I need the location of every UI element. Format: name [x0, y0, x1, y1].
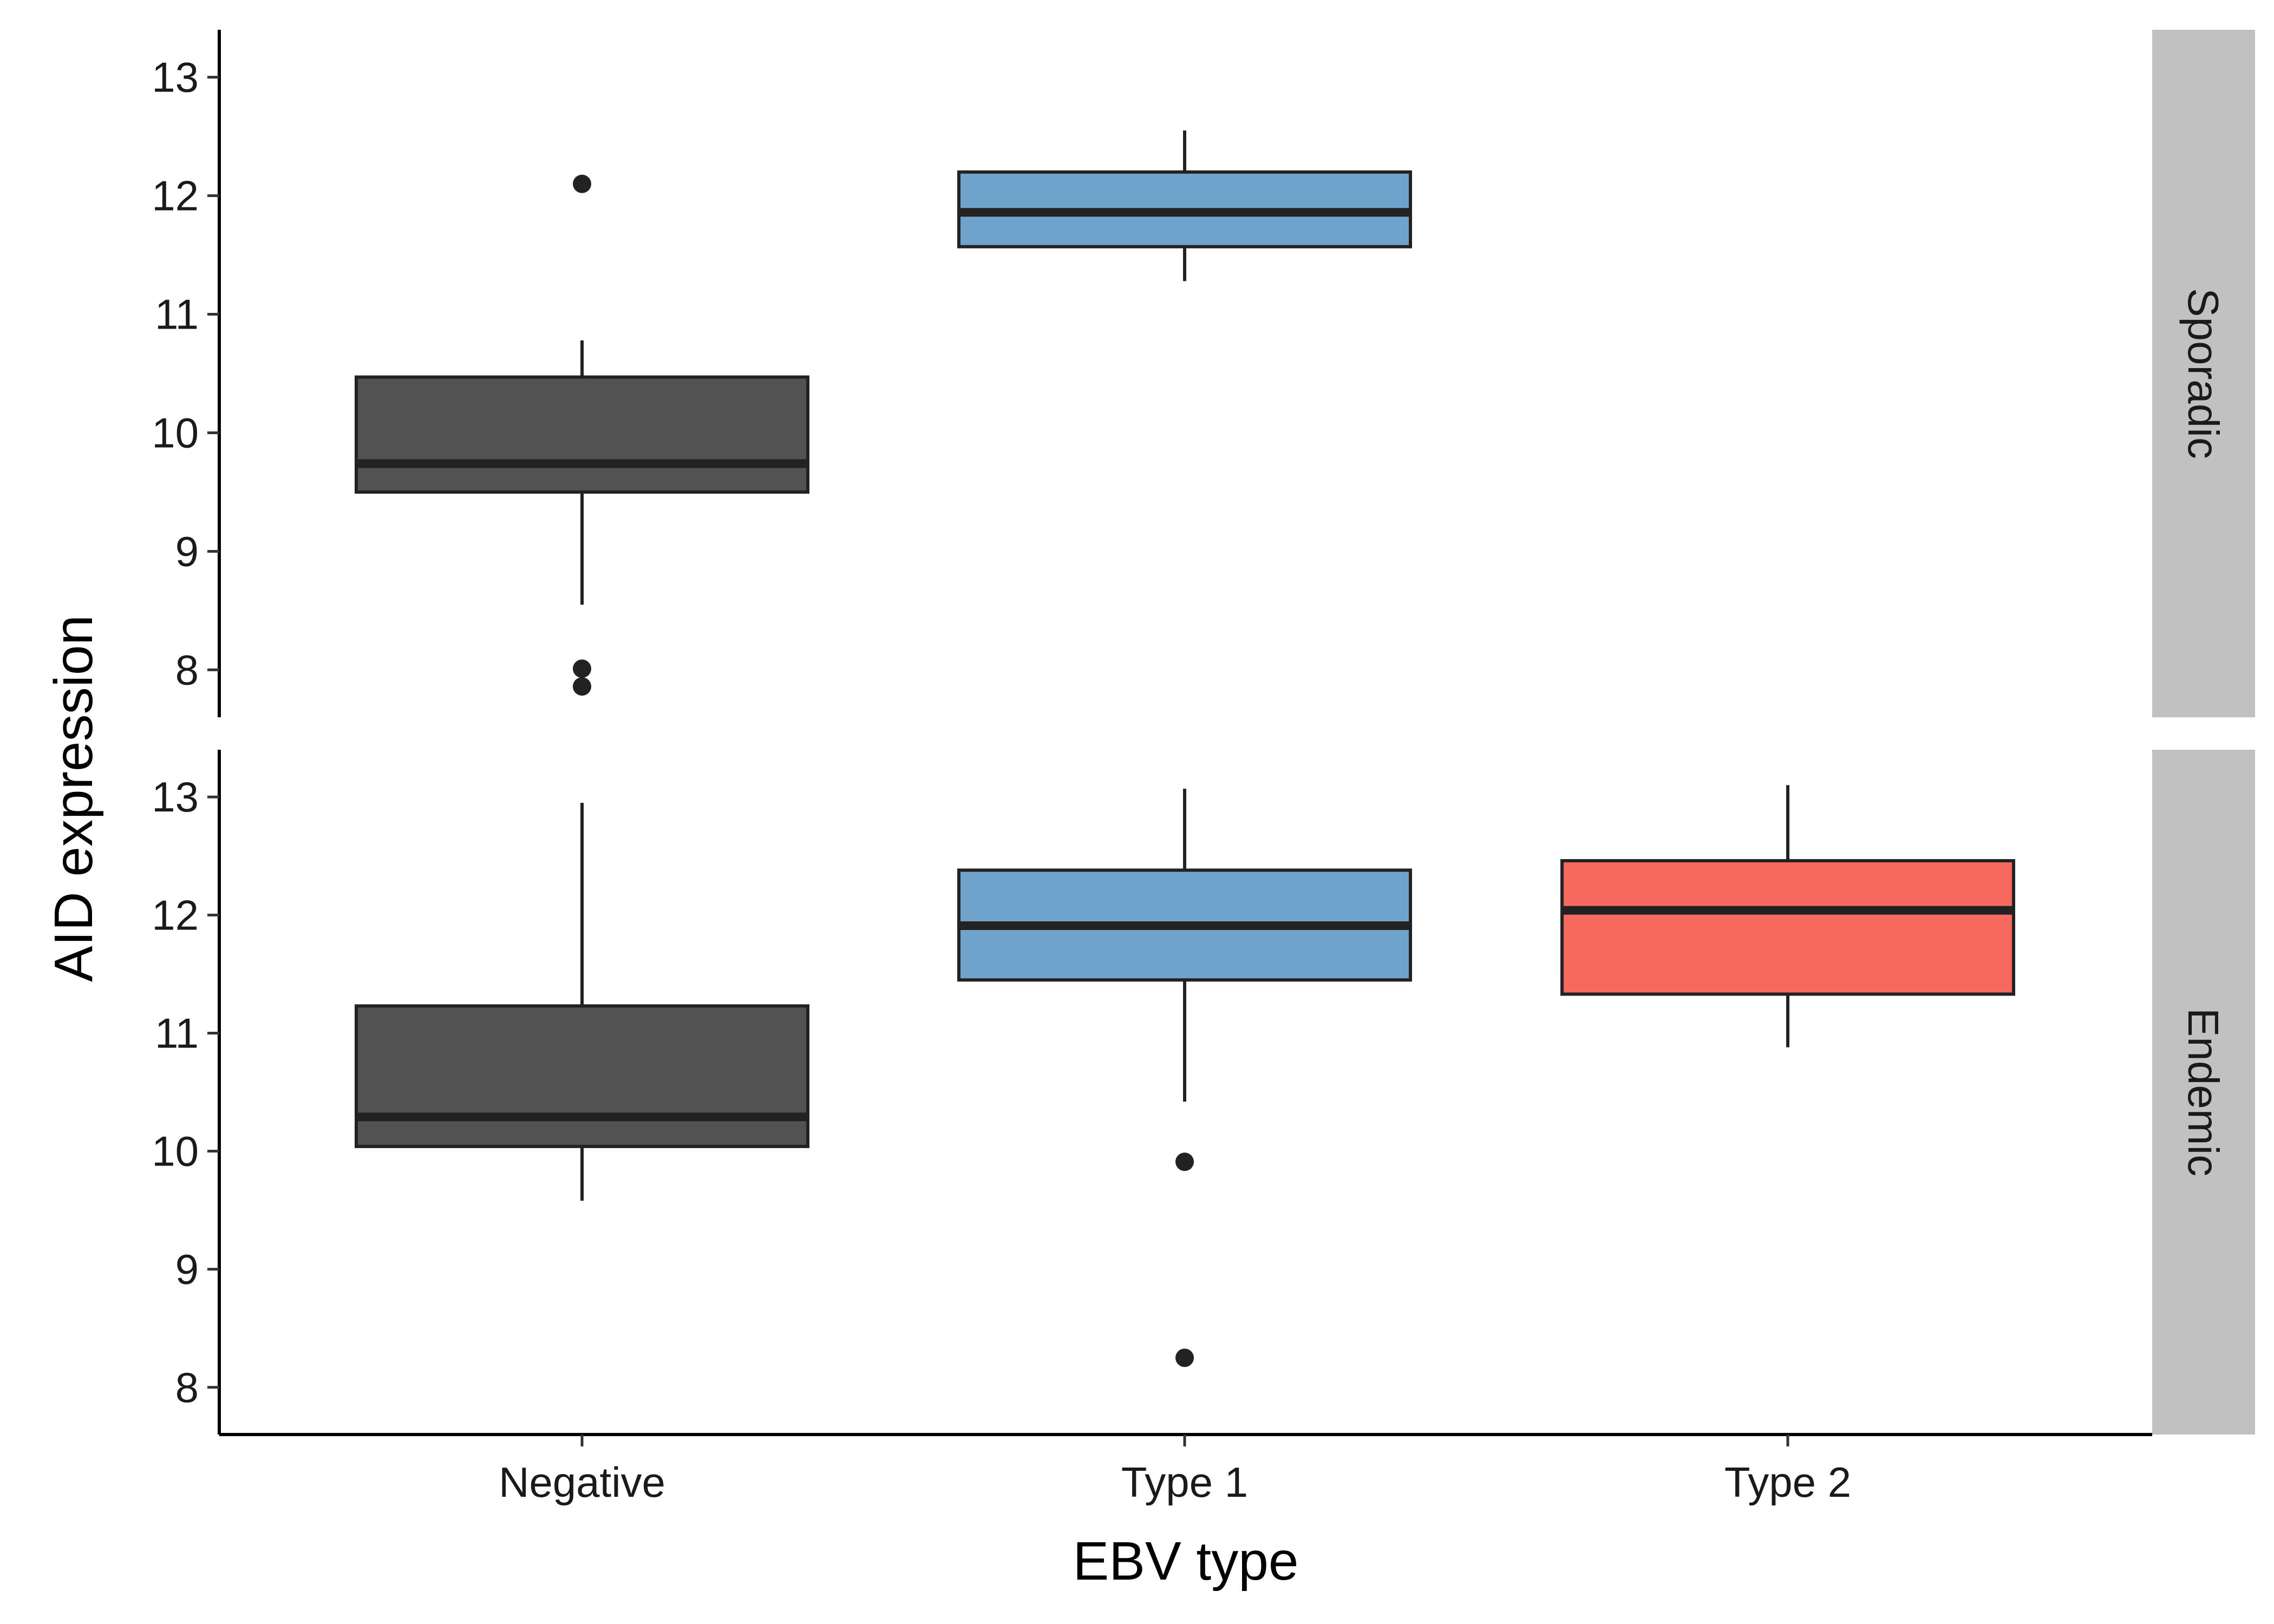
- x-axis: Negative Type 1 Type 2: [219, 1433, 2152, 1506]
- y-tick-label: 8: [175, 1364, 199, 1411]
- facet-panel-sporadic: 8 9 10 11 12 13 Sporadic: [152, 30, 2255, 717]
- facet-panels: 8 9 10 11 12 13 Sporadic 8 9 10 11 12 13 Endemic: [152, 30, 2255, 1435]
- y-tick-label: 11: [155, 291, 199, 338]
- facet-strip: [2152, 750, 2255, 1435]
- y-tick-label: 8: [175, 646, 199, 693]
- y-tick-label: 9: [175, 1246, 199, 1293]
- y-tick-label: 13: [152, 773, 199, 821]
- box-body: [1560, 859, 2015, 996]
- outlier-point: [1175, 1348, 1194, 1367]
- y-tick-label: 12: [152, 891, 199, 939]
- box-body: [355, 375, 809, 494]
- box-type-1: [957, 788, 1412, 1367]
- x-tick-label: Negative: [499, 1458, 665, 1506]
- box-type-2: [1560, 785, 2015, 1047]
- y-axis-title: AID expression: [43, 615, 104, 982]
- y-tick-label: 10: [152, 409, 199, 456]
- outlier-point: [573, 677, 591, 696]
- facet-panel-endemic: 8 9 10 11 12 13 Endemic: [152, 750, 2255, 1435]
- x-tick-label: Type 1: [1121, 1458, 1248, 1506]
- facet-strip-label: Sporadic: [2179, 288, 2227, 459]
- outlier-point: [1175, 1152, 1194, 1171]
- x-tick-label: Type 2: [1724, 1458, 1851, 1506]
- facet-strip-label: Endemic: [2179, 1008, 2227, 1176]
- y-tick-label: 13: [152, 54, 199, 101]
- box-negative: [355, 174, 809, 696]
- box-negative: [355, 803, 809, 1201]
- outlier-point: [573, 659, 591, 678]
- box-type-1: [957, 130, 1412, 281]
- y-tick-label: 9: [175, 527, 199, 575]
- y-tick-label: 11: [155, 1009, 199, 1057]
- y-tick-label: 12: [152, 172, 199, 220]
- x-axis-title: EBV type: [1073, 1531, 1299, 1592]
- outlier-point: [573, 174, 591, 193]
- y-tick-label: 10: [152, 1128, 199, 1175]
- box-body: [355, 1004, 809, 1148]
- facet-strip: [2152, 30, 2255, 717]
